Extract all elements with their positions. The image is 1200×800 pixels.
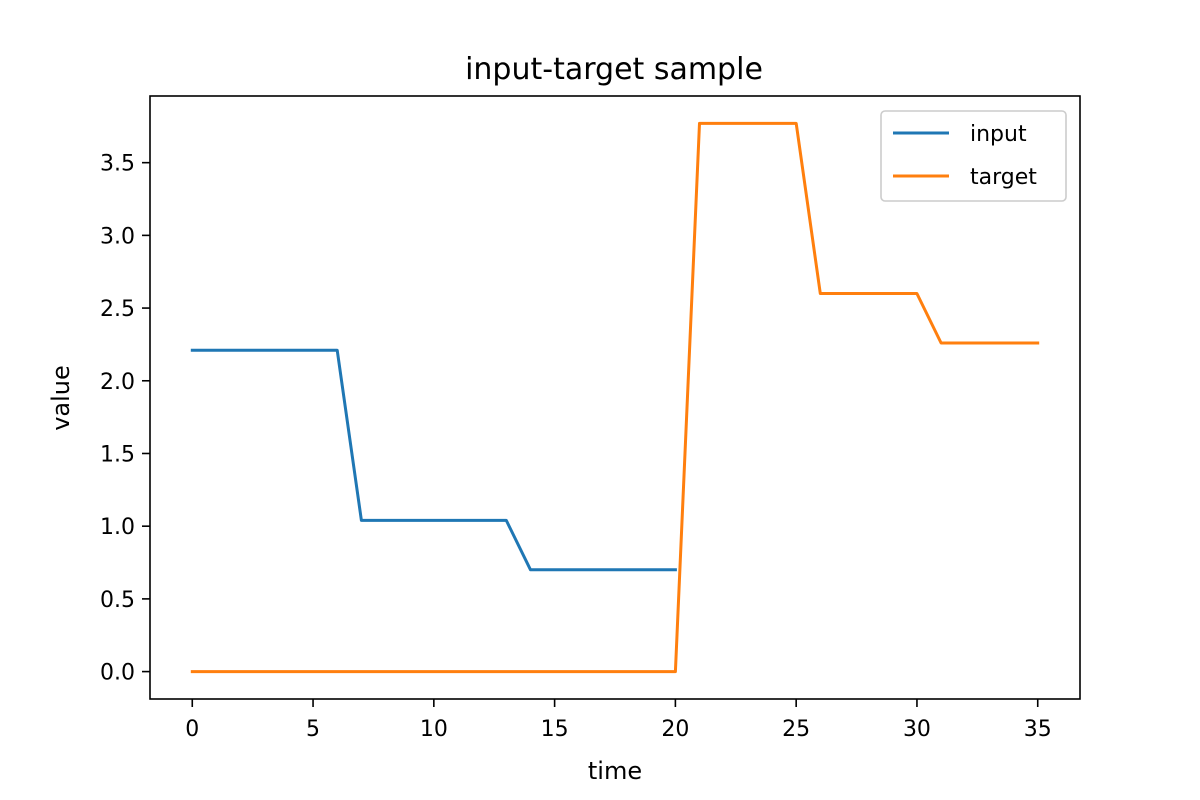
y-axis: 0.0 0.5 1.0 1.5 2.0 2.5 3.0 3.5 <box>100 152 150 686</box>
x-axis-label: time <box>588 757 642 785</box>
x-tick-label: 20 <box>661 717 689 742</box>
x-tick-label: 0 <box>185 717 199 742</box>
series-lines <box>190 121 1040 674</box>
legend-label-target: target <box>970 165 1037 190</box>
x-tick-label: 10 <box>420 717 448 742</box>
y-axis-label: value <box>47 365 75 431</box>
x-tick-label: 5 <box>306 717 320 742</box>
x-tick-label: 15 <box>541 717 569 742</box>
x-tick-label: 35 <box>1024 717 1052 742</box>
x-tick-label: 25 <box>782 717 810 742</box>
plot-area-frame <box>149 95 1081 700</box>
x-axis: 0 5 10 15 20 25 30 35 <box>185 699 1052 742</box>
y-tick-label: 2.0 <box>100 370 135 395</box>
series-line-target <box>190 121 1040 674</box>
y-tick-label: 1.0 <box>100 515 135 540</box>
y-tick-label: 1.5 <box>100 442 135 467</box>
y-tick-label: 2.5 <box>100 297 135 322</box>
series-line-input <box>190 348 677 572</box>
y-tick-label: 3.0 <box>100 224 135 249</box>
legend-label-input: input <box>970 122 1027 147</box>
y-tick-label: 3.5 <box>100 152 135 177</box>
chart-title: input-target sample <box>465 52 763 87</box>
legend: input target <box>880 110 1067 202</box>
y-tick-label: 0.5 <box>100 588 135 613</box>
x-tick-label: 30 <box>903 717 931 742</box>
y-tick-label: 0.0 <box>100 661 135 686</box>
